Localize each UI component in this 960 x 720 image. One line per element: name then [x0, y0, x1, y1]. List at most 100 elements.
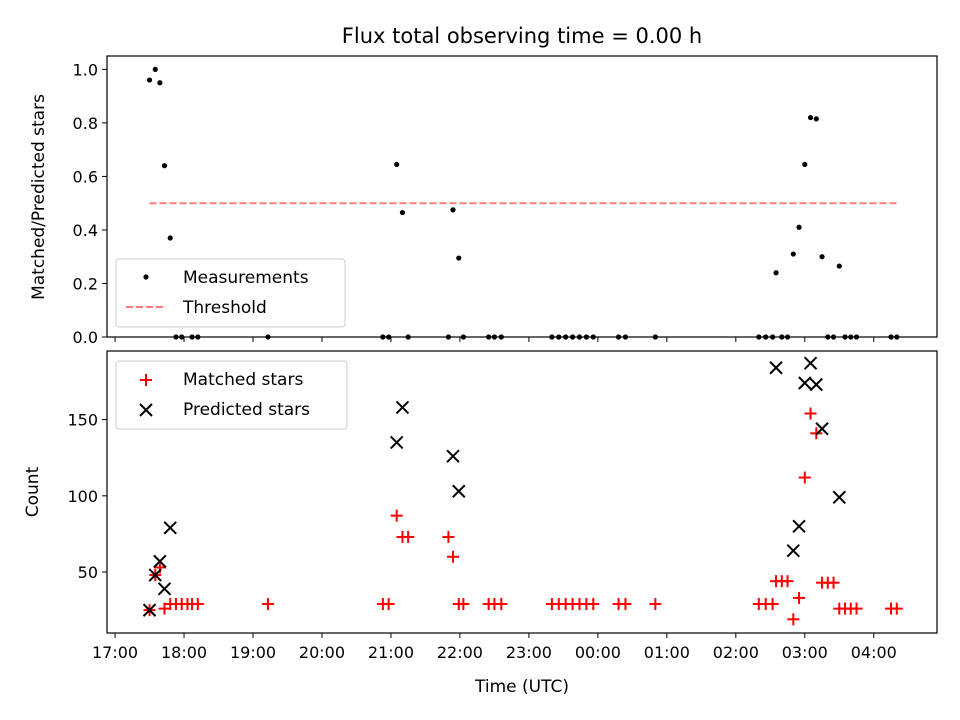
top-y-tick-label: 0.0 — [73, 328, 98, 347]
bottom-y-ticks: 50 100 150 — [67, 411, 107, 582]
x-tick-label: 02:00 — [713, 643, 759, 662]
predicted-star-point — [157, 582, 172, 596]
measurement-point — [167, 235, 173, 241]
measurement-point — [813, 116, 819, 122]
top-legend-box — [115, 258, 346, 328]
matched-star-point — [890, 602, 903, 615]
predicted-star-point — [803, 356, 818, 370]
matched-star-point — [649, 598, 662, 611]
bottom-x-ticks: 17:00 18:00 19:00 20:00 21:00 22:00 23:00 00:00… — [92, 633, 897, 662]
measurement-point — [802, 161, 808, 167]
legend-matched-label: Matched stars — [183, 370, 303, 390]
predicted-star-point — [809, 377, 824, 392]
x-tick-label: 20:00 — [299, 643, 345, 662]
x-tick-label: 01:00 — [644, 643, 690, 662]
top-y-tick-label: 0.6 — [73, 167, 98, 186]
predicted-star-point — [769, 361, 783, 375]
matched-star-point — [442, 530, 455, 543]
matched-star-point — [850, 602, 863, 615]
top-axes-frame — [106, 55, 938, 338]
measurement-point — [790, 251, 796, 257]
x-tick-label: 00:00 — [575, 643, 621, 662]
matched-star-point — [457, 598, 470, 611]
x-tick-label: 19:00 — [230, 643, 276, 662]
measurement-point — [807, 114, 814, 121]
measurement-point — [394, 161, 400, 167]
measurement-point — [146, 77, 153, 83]
predicted-star-point — [389, 435, 404, 450]
matched-star-point — [382, 598, 395, 611]
matched-star-point — [827, 576, 840, 589]
bottom-y-tick-label: 50 — [78, 563, 98, 582]
measurement-point — [152, 66, 158, 72]
measurement-point — [819, 254, 825, 260]
legend-measurements-marker — [143, 274, 149, 280]
x-tick-label: 17:00 — [92, 643, 138, 662]
matched-star-point — [787, 613, 800, 626]
top-x-ticks — [114, 337, 875, 342]
measurement-point — [836, 263, 842, 269]
predicted-star-point — [163, 521, 177, 535]
measurement-point — [796, 224, 802, 230]
matched-star-point — [587, 598, 600, 611]
legend-threshold-label: Threshold — [182, 298, 267, 318]
predicted-star-point — [786, 543, 801, 558]
matched-star-point — [495, 598, 508, 611]
matched-star-point — [261, 598, 274, 611]
top-y-tick-label: 0.8 — [73, 114, 98, 133]
matched-star-point — [793, 591, 806, 604]
bottom-y-tick-label: 100 — [67, 487, 98, 506]
bottom-y-tick-label: 150 — [67, 411, 98, 430]
legend-matched-marker — [140, 374, 152, 386]
matched-star-point — [766, 598, 779, 611]
matched-star-point — [191, 598, 204, 611]
x-tick-label: 03:00 — [782, 643, 828, 662]
figure-title: Flux total observing time = 0.00 h — [342, 24, 702, 48]
top-y-ticks: 0.0 0.2 0.4 0.6 0.8 1.0 — [73, 60, 107, 347]
matched-star-point — [781, 575, 794, 588]
predicted-star-point — [832, 490, 846, 505]
bottom-axes-frame — [106, 350, 938, 634]
bottom-panel: 50 100 150 17:00 18:00 19:00 20:00 21:00 22:00 2… — [23, 350, 938, 697]
bottom-y-axis-label: Count — [23, 466, 43, 517]
legend-predicted-marker — [139, 403, 153, 417]
predicted-star-point — [452, 484, 466, 498]
legend-measurements-label: Measurements — [183, 268, 309, 288]
predicted-star-point — [446, 449, 460, 463]
matched-star-point — [804, 407, 817, 420]
legend-predicted-label: Predicted stars — [183, 400, 310, 420]
x-tick-label: 23:00 — [506, 643, 552, 662]
predicted-star-point — [153, 554, 167, 569]
top-y-tick-label: 0.4 — [73, 221, 98, 240]
x-tick-label: 04:00 — [851, 643, 897, 662]
bottom-plot-area — [142, 356, 903, 626]
x-tick-label: 18:00 — [161, 643, 207, 662]
measurement-point — [399, 209, 406, 216]
measurement-point — [450, 207, 456, 213]
x-tick-label: 22:00 — [437, 643, 483, 662]
top-y-tick-label: 1.0 — [73, 60, 98, 79]
predicted-star-point — [148, 568, 162, 582]
matched-star-point — [402, 530, 415, 543]
measurement-point — [161, 163, 168, 169]
predicted-star-point — [815, 422, 829, 436]
top-legend: Measurements Threshold — [115, 258, 346, 328]
top-y-axis-label: Matched/Predicted stars — [29, 94, 49, 300]
x-axis-label: Time (UTC) — [474, 677, 569, 697]
predicted-star-point — [792, 519, 806, 534]
predicted-star-point — [798, 376, 812, 390]
predicted-star-point — [142, 603, 157, 617]
top-y-tick-label: 0.2 — [73, 274, 98, 293]
measurement-point — [773, 270, 779, 276]
top-panel: 0.0 0.2 0.4 0.6 0.8 1.0 Matched/Predicted sta… — [29, 55, 938, 347]
bottom-legend-box — [115, 360, 348, 430]
predicted-star-point — [395, 400, 410, 415]
measurement-point — [456, 255, 462, 261]
matched-star-point — [798, 471, 811, 484]
matched-star-point — [390, 509, 403, 522]
x-tick-label: 21:00 — [368, 643, 414, 662]
matched-star-point — [619, 598, 632, 611]
matched-star-point — [447, 550, 460, 563]
bottom-legend: Matched stars Predicted stars — [115, 360, 348, 430]
